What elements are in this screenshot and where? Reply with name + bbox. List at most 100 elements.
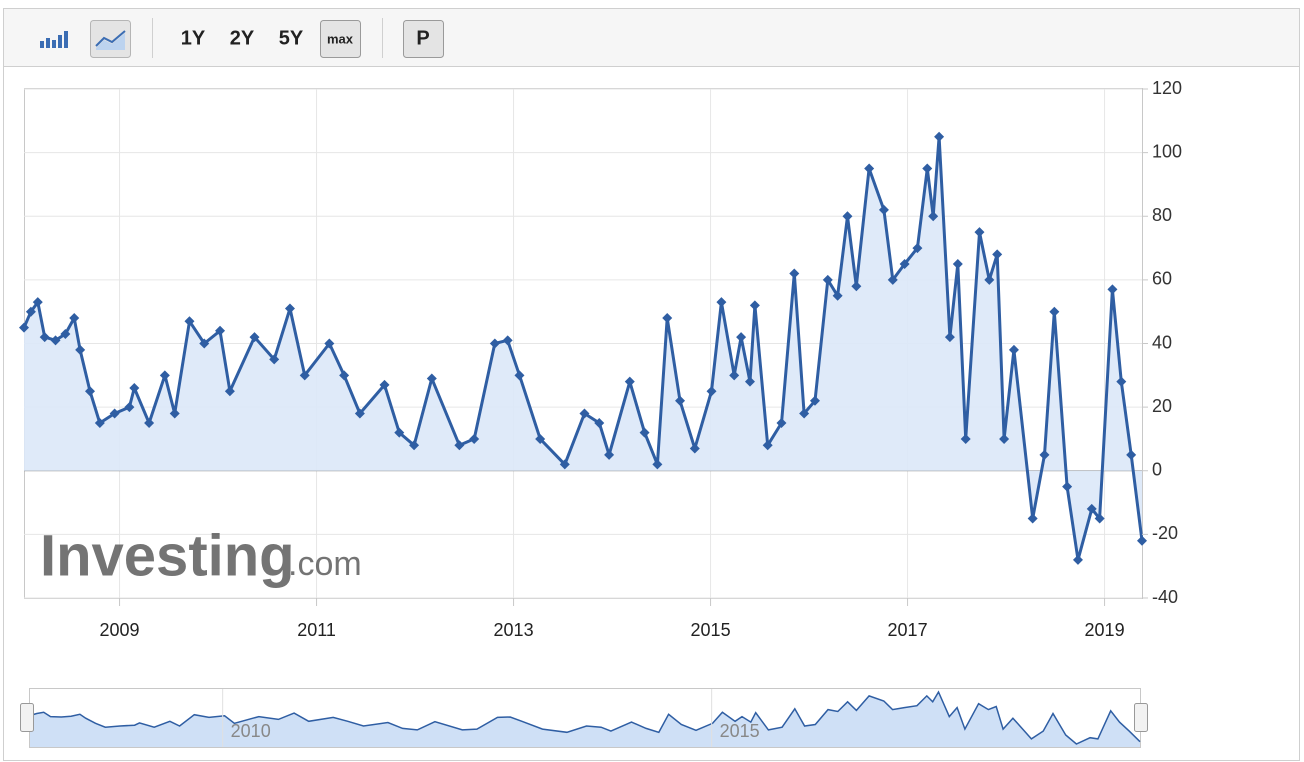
marker — [999, 433, 1010, 444]
marker — [716, 297, 727, 308]
marker — [1107, 284, 1118, 295]
marker — [799, 408, 810, 419]
marker — [899, 258, 910, 269]
marker — [75, 344, 86, 355]
marker — [604, 449, 615, 460]
marker — [912, 243, 923, 254]
marker — [762, 440, 773, 451]
range-button[interactable]: 2Y — [230, 27, 255, 49]
marker — [502, 335, 513, 346]
mode-button[interactable]: P — [416, 27, 429, 49]
marker — [776, 418, 787, 429]
marker — [842, 211, 853, 222]
line-icon-area — [96, 33, 125, 50]
marker — [514, 370, 525, 381]
marker — [789, 268, 800, 279]
x-tick-label: 2019 — [1085, 620, 1125, 640]
marker — [129, 383, 140, 394]
marker — [624, 376, 635, 387]
marker — [32, 297, 43, 308]
marker — [339, 370, 350, 381]
icon-bar — [64, 31, 68, 48]
marker — [809, 395, 820, 406]
marker — [974, 227, 985, 238]
marker — [94, 418, 105, 429]
y-tick-label: 120 — [1152, 78, 1182, 98]
marker — [184, 316, 195, 327]
marker — [662, 313, 673, 324]
marker — [25, 306, 36, 317]
marker — [69, 313, 80, 324]
marker — [1086, 503, 1097, 514]
y-tick-label: 20 — [1152, 396, 1172, 416]
y-tick-label: 60 — [1152, 269, 1172, 289]
navigator-tick-label: 2015 — [720, 721, 760, 741]
watermark-suffix: .com — [288, 545, 362, 583]
marker — [1039, 449, 1050, 460]
marker — [822, 274, 833, 285]
navigator-tick-label: 2010 — [231, 721, 271, 741]
range-button[interactable]: 1Y — [181, 27, 206, 49]
x-tick-label: 2011 — [297, 620, 336, 640]
marker — [934, 131, 945, 142]
y-tick-label: 0 — [1152, 460, 1162, 480]
line-icon — [95, 30, 126, 47]
marker — [984, 274, 995, 285]
watermark-brand: Investing — [40, 523, 295, 588]
y-tick-label: -40 — [1152, 587, 1178, 607]
marker — [749, 300, 760, 311]
marker — [354, 408, 365, 419]
icon-bar — [46, 38, 50, 48]
marker — [952, 258, 963, 269]
range-button[interactable]: 5Y — [279, 27, 304, 49]
y-tick-label: -20 — [1152, 523, 1178, 543]
marker — [736, 332, 747, 343]
marker — [39, 332, 50, 343]
marker — [639, 427, 650, 438]
marker — [1062, 481, 1073, 492]
marker — [675, 395, 686, 406]
marker — [652, 459, 663, 470]
marker — [109, 408, 120, 419]
marker — [124, 402, 135, 413]
marker — [1008, 344, 1019, 355]
marker — [1027, 513, 1038, 524]
plot — [19, 88, 1147, 599]
bar-chart-icon[interactable] — [40, 31, 68, 48]
y-tick-label: 100 — [1152, 141, 1182, 161]
icon-bar — [40, 41, 44, 48]
navigator-handle[interactable] — [20, 703, 34, 732]
marker — [199, 338, 210, 349]
x-tick-label: 2009 — [100, 620, 140, 640]
marker — [1072, 554, 1083, 565]
marker — [594, 418, 605, 429]
y-tick-label: 80 — [1152, 205, 1172, 225]
marker — [1126, 449, 1137, 460]
marker — [144, 418, 155, 429]
marker — [269, 354, 280, 365]
marker — [851, 281, 862, 292]
max-button[interactable] — [320, 20, 361, 58]
marker — [84, 386, 95, 397]
marker — [169, 408, 180, 419]
marker — [535, 433, 546, 444]
marker — [409, 440, 420, 451]
marker — [960, 433, 971, 444]
marker — [50, 335, 61, 346]
marker — [1094, 513, 1105, 524]
navigator-handle[interactable] — [1134, 703, 1148, 732]
marker — [249, 332, 260, 343]
marker — [928, 211, 939, 222]
icon-bar — [58, 35, 62, 48]
marker — [729, 370, 740, 381]
marker — [706, 386, 717, 397]
marker — [215, 325, 226, 336]
p-button[interactable] — [403, 20, 444, 58]
range-button[interactable]: max — [327, 31, 354, 46]
marker — [60, 328, 71, 339]
marker — [689, 443, 700, 454]
marker — [944, 332, 955, 343]
marker — [887, 274, 898, 285]
marker — [454, 440, 465, 451]
marker — [579, 408, 590, 419]
